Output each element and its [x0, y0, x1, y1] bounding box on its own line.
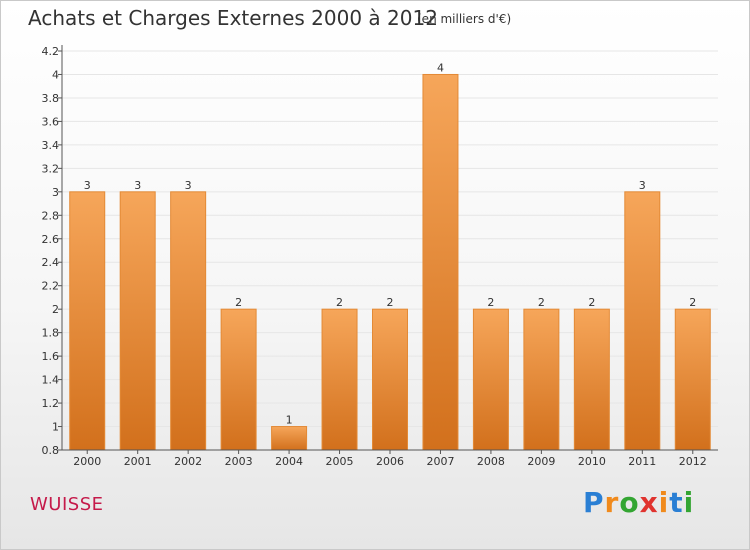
y-tick-label: 2.6	[42, 233, 60, 246]
y-tick-label: 1.4	[42, 374, 60, 387]
proxiti-logo[interactable]: Proxiti	[583, 486, 694, 519]
bar-value-label: 2	[588, 296, 595, 309]
bar	[372, 308, 408, 451]
x-tick-label: 2004	[275, 455, 303, 468]
bar	[523, 308, 560, 451]
x-tick-label: 2012	[679, 455, 707, 468]
y-tick-label: 3.4	[42, 139, 60, 152]
logo-letter: P	[583, 486, 605, 519]
x-tick-label: 2003	[225, 455, 253, 468]
logo-letter: o	[619, 486, 640, 519]
logo-letter: x	[639, 486, 659, 519]
bars	[69, 73, 711, 451]
logo-letter: t	[669, 486, 684, 519]
bar-value-label: 2	[387, 296, 394, 309]
x-tick-label: 2008	[477, 455, 505, 468]
bar-value-label: 3	[84, 179, 91, 192]
bar	[624, 191, 661, 451]
logo-letter: i	[683, 486, 695, 519]
bar	[573, 308, 610, 451]
chart-title: Achats et Charges Externes 2000 à 2012	[28, 6, 438, 30]
y-tick-label: 2	[52, 303, 59, 316]
bar	[674, 308, 711, 451]
y-tick-label: 1.6	[42, 350, 60, 363]
bar-value-label: 4	[437, 61, 444, 74]
bar-value-label: 1	[286, 414, 293, 427]
bar-value-label: 3	[134, 179, 141, 192]
bar	[220, 308, 257, 451]
y-tick-label: 2.2	[42, 280, 60, 293]
bar-labels: 3 3 3 2 1 2 2 4 2 2 2 3 2	[84, 61, 697, 426]
axes: 0.8 1 1.2 1.4 1.6 1.8 2 2.2 2.4 2.6 2.8 3 3.2 3.4 3.6 3…	[42, 45, 718, 468]
logo-letter: i	[658, 486, 670, 519]
x-tick-label: 2009	[527, 455, 555, 468]
bar-value-label: 2	[336, 296, 343, 309]
y-tick-label: 3	[52, 186, 59, 199]
y-tick-label: 2.4	[42, 256, 60, 269]
x-tick-label: 2007	[426, 455, 454, 468]
y-tick-label: 3.6	[42, 115, 60, 128]
y-tick-label: 4	[52, 68, 59, 81]
y-tick-label: 2.8	[42, 209, 60, 222]
x-tick-label: 2002	[174, 455, 202, 468]
y-tick-label: 4.2	[42, 45, 60, 58]
x-tick-label: 2000	[73, 455, 101, 468]
y-tick-label: 3.8	[42, 92, 60, 105]
y-tick-label: 0.8	[42, 444, 60, 457]
bar	[422, 73, 459, 451]
bar-value-label: 2	[487, 296, 494, 309]
commune-name: WUISSE	[30, 494, 104, 515]
bar	[170, 191, 207, 451]
y-tick-label: 1	[52, 421, 59, 434]
bar-value-label: 3	[185, 179, 192, 192]
x-tick-label: 2005	[326, 455, 354, 468]
chart-subtitle: (en milliers d'€)	[417, 12, 512, 26]
bar-value-label: 2	[689, 296, 696, 309]
x-tick-label: 2011	[628, 455, 656, 468]
x-tick-label: 2006	[376, 455, 404, 468]
bar	[69, 191, 106, 451]
bar	[472, 308, 509, 451]
x-tick-label: 2010	[578, 455, 606, 468]
y-tick-label: 3.2	[42, 162, 60, 175]
bar-value-label: 3	[639, 179, 646, 192]
bar-value-label: 2	[538, 296, 545, 309]
y-tick-label: 1.8	[42, 327, 60, 340]
bar	[321, 308, 358, 451]
bar	[271, 426, 308, 451]
y-tick-label: 1.2	[42, 397, 60, 410]
logo-letter: r	[604, 486, 620, 519]
bar	[119, 191, 156, 451]
bar-value-label: 2	[235, 296, 242, 309]
x-tick-label: 2001	[124, 455, 152, 468]
